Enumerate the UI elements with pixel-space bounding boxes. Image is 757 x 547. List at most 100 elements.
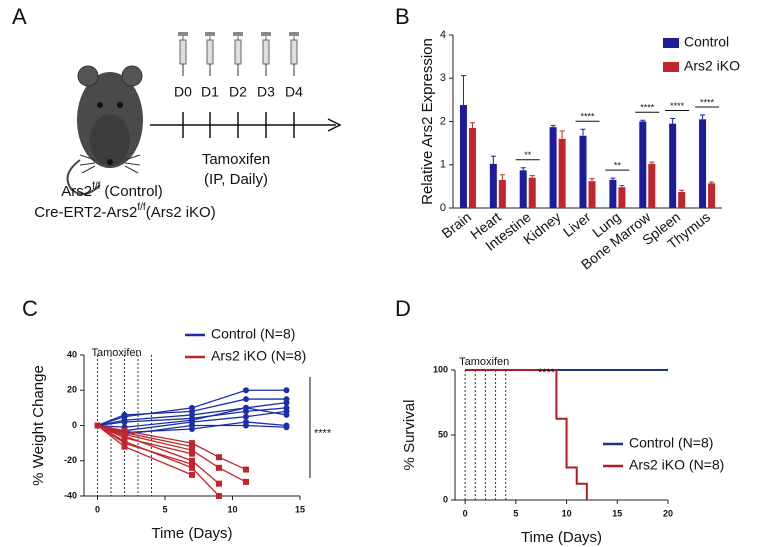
day-label: D1 [201, 84, 219, 100]
y-tick-label: 4 [440, 29, 446, 41]
y-tick-label: 20 [67, 385, 77, 395]
bar [708, 183, 716, 208]
marker [121, 411, 128, 418]
bar [519, 170, 527, 208]
marker [243, 396, 249, 403]
error-bar [559, 130, 565, 139]
survival-curve [465, 369, 588, 500]
marker [283, 408, 290, 415]
x-tick-label: 5 [513, 508, 518, 518]
marker [121, 443, 128, 450]
marker [189, 461, 195, 468]
marker [243, 387, 249, 394]
x-tick-label: 0 [463, 508, 468, 518]
syringe-plunger [289, 32, 299, 36]
y-tick-label: 3 [440, 72, 446, 84]
y-tick-label: 1 [440, 159, 446, 171]
bar [678, 191, 686, 208]
marker [189, 426, 195, 433]
legend-swatch [663, 62, 679, 72]
syringe-plunger [205, 32, 215, 36]
marker [283, 399, 290, 406]
error-bar [529, 175, 535, 178]
marker [283, 387, 290, 394]
group-name: (Control) [104, 183, 162, 200]
error-bar [700, 114, 706, 120]
marker [243, 418, 249, 425]
group-name: (Ars2 iKO) [146, 204, 216, 221]
marker [216, 493, 222, 499]
bar [648, 163, 656, 208]
legend-label: Ars2 iKO (N=8) [629, 457, 724, 473]
error-bar [460, 75, 466, 106]
chart: D 0 50 100 0 5 10 15 20 % Survival Time (Days) Tamo… [395, 296, 724, 546]
weight-line [97, 424, 220, 485]
marker [243, 478, 249, 485]
marker [216, 464, 222, 471]
annotation: Tamoxifen [92, 347, 142, 359]
marker [243, 466, 249, 473]
bar [699, 119, 707, 208]
error-bar [580, 128, 586, 136]
bar [528, 177, 536, 208]
error-bar [619, 185, 625, 188]
significance-label: **** [538, 367, 556, 379]
y-axis-title: % Survival [401, 400, 418, 471]
x-tick-label: 10 [562, 508, 572, 518]
panel-label: D [395, 296, 411, 321]
error-bar [640, 119, 646, 122]
mouse-icon [66, 65, 143, 195]
marker [189, 450, 195, 457]
marker [216, 480, 222, 487]
legend-label: Ars2 iKO [684, 58, 740, 74]
bar [558, 138, 566, 208]
x-tick-label: 15 [612, 508, 622, 518]
marker [121, 418, 128, 425]
marker [243, 404, 249, 411]
y-tick-label: 50 [438, 429, 448, 439]
error-bar [499, 174, 505, 180]
y-axis-title: % Weight Change [30, 365, 47, 486]
bar [669, 123, 677, 208]
syringe-barrel [262, 39, 270, 65]
day-group: D0 D1 D2 D3 D4 [174, 32, 303, 138]
annotation: Tamoxifen [459, 356, 509, 368]
bar [468, 127, 476, 208]
bar [549, 127, 557, 208]
y-tick-label: 0 [72, 420, 77, 430]
error-bar [520, 167, 526, 171]
genotype-base: Ars2 [61, 183, 92, 200]
syringe-barrel [234, 39, 242, 65]
genotype-sup: f/f [137, 202, 146, 213]
x-tick-label: 0 [95, 504, 100, 514]
weight-line [97, 424, 220, 497]
legend-label: Control (N=8) [629, 435, 713, 451]
y-tick-label: 2 [440, 115, 446, 127]
legend-label: Ars2 iKO (N=8) [211, 348, 306, 364]
significance-label: ** [614, 161, 622, 171]
panel-a: A D0 D1 D2 D3 D4 Tamoxifen (IP, Daily) Ars2f… [12, 4, 342, 221]
y-tick-label: -20 [64, 455, 77, 465]
bar [588, 181, 596, 208]
y-tick-label: 100 [433, 364, 448, 374]
syringe-barrel [179, 39, 187, 65]
y-tick-label: 0 [440, 202, 446, 214]
bar [639, 121, 647, 208]
error-bar [670, 117, 676, 124]
day-label: D3 [257, 84, 275, 100]
panel-label: A [12, 4, 27, 29]
route: (IP, Daily) [204, 171, 268, 188]
y-tick-label: 0 [443, 494, 448, 504]
error-bar [649, 161, 655, 164]
x-axis-title: Time (Days) [521, 529, 602, 546]
marker [189, 440, 195, 447]
bar [459, 105, 467, 208]
syringe-barrel [290, 39, 298, 65]
bar [579, 135, 587, 208]
x-tick-label: Liver [560, 208, 594, 239]
marker [189, 471, 195, 478]
legend-label: Control [684, 34, 729, 50]
y-tick-label: -40 [64, 490, 77, 500]
panel-label: C [22, 296, 38, 321]
